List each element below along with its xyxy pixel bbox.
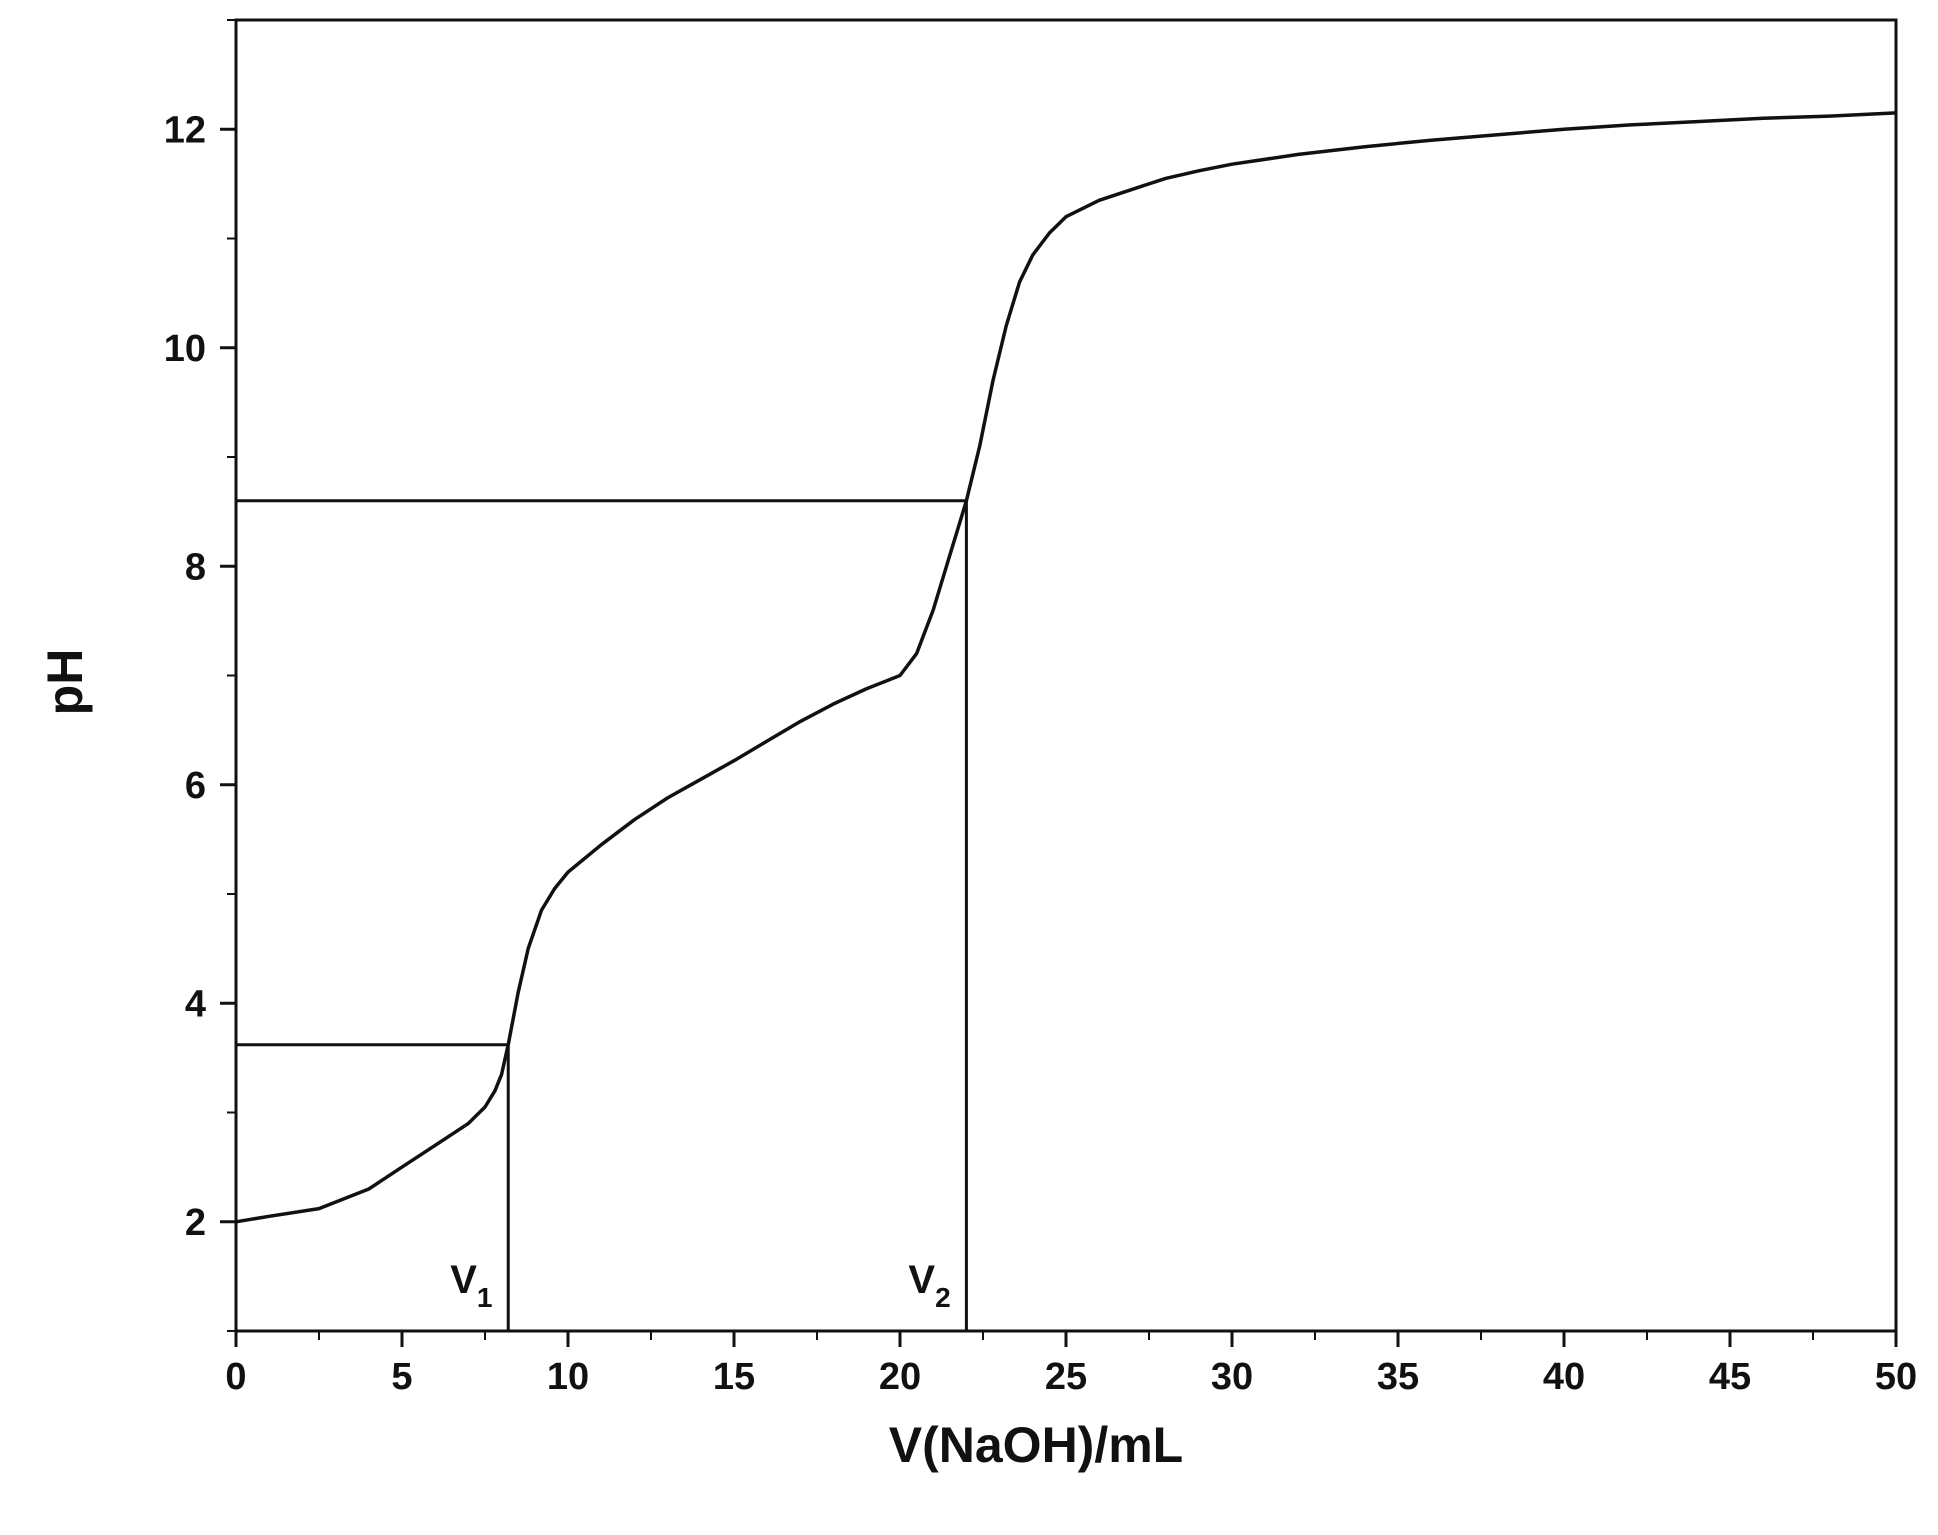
y-tick-label: 6 <box>185 765 206 807</box>
y-tick-label: 4 <box>185 983 206 1025</box>
x-tick-label: 50 <box>1875 1356 1917 1398</box>
x-tick-label: 35 <box>1377 1356 1419 1398</box>
y-tick-label: 2 <box>185 1202 206 1244</box>
x-tick-label: 45 <box>1709 1356 1751 1398</box>
x-tick-label: 40 <box>1543 1356 1585 1398</box>
x-tick-label: 15 <box>713 1356 755 1398</box>
x-axis-label: V(NaOH)/mL <box>889 1417 1183 1473</box>
y-tick-label: 10 <box>164 328 206 370</box>
y-axis-label: pH <box>37 649 93 716</box>
y-tick-label: 12 <box>164 109 206 151</box>
x-tick-label: 20 <box>879 1356 921 1398</box>
x-tick-label: 0 <box>225 1356 246 1398</box>
plot-area: 0 5 10 15 20 25 30 35 40 45 50 2 4 6 8 10 12 V1 V2 <box>164 18 1917 1398</box>
annotation-label-1: V1 <box>450 1258 492 1313</box>
x-tick-label: 25 <box>1045 1356 1087 1398</box>
annotation-label-2: V2 <box>908 1258 950 1313</box>
x-tick-label: 10 <box>547 1356 589 1398</box>
y-tick-label: 8 <box>185 546 206 588</box>
x-tick-label: 5 <box>391 1356 412 1398</box>
x-tick-label: 30 <box>1211 1356 1253 1398</box>
titration-curve-line <box>235 111 1897 1224</box>
